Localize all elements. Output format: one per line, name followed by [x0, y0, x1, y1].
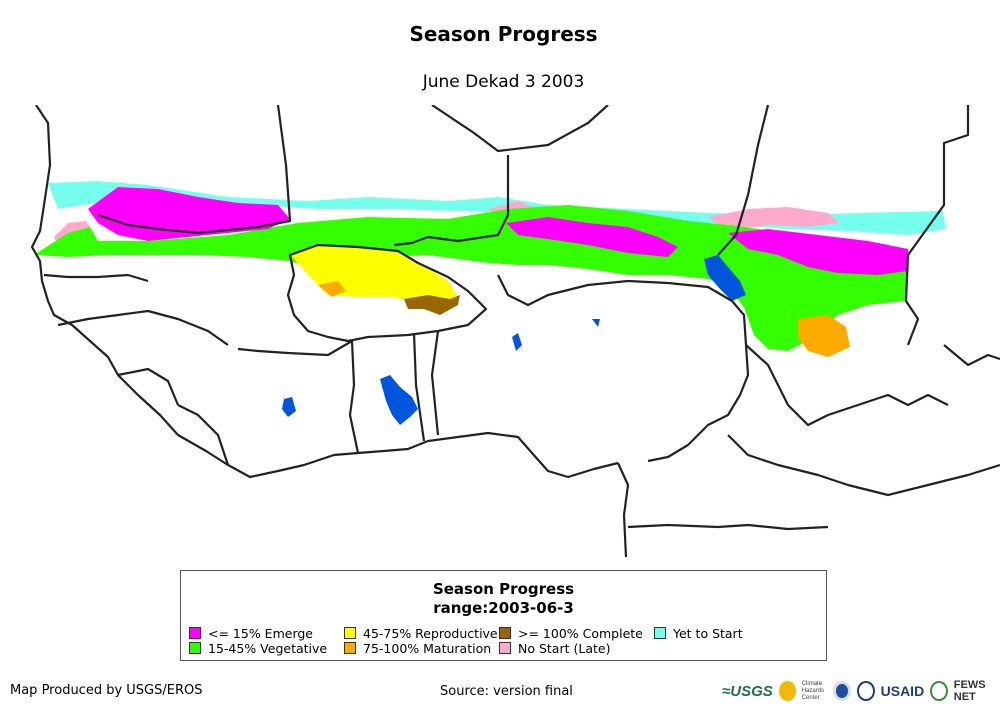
producer-credit: Map Produced by USGS/EROS	[10, 683, 203, 698]
border-togo	[412, 332, 426, 442]
coastline-east	[616, 462, 630, 557]
season-progress-map	[28, 105, 1000, 557]
usaid-logo: USAID	[880, 683, 925, 699]
legend-swatch-yet-to-start	[654, 627, 666, 639]
border-senegal	[43, 273, 149, 283]
coastline-west	[30, 105, 619, 479]
legend-swatch-complete	[499, 627, 511, 639]
legend-swatch-emerge	[189, 627, 201, 639]
fewsnet-globe-icon	[930, 681, 948, 701]
chc-drop-icon	[778, 681, 796, 701]
legend-swatch-maturation	[344, 642, 356, 654]
legend-swatch-reproductive	[344, 627, 356, 639]
complete-zone	[404, 295, 460, 315]
border-central-africa	[727, 434, 1000, 497]
usgs-logo: ≈USGS	[722, 682, 773, 700]
legend-item-no-start: No Start (Late)	[499, 640, 611, 656]
lake-chad	[704, 255, 746, 301]
border-chad-libya	[904, 105, 970, 346]
country-borders	[30, 105, 1000, 557]
legend-label-complete: >= 100% Complete	[518, 625, 643, 641]
legend-label-vegetative: 15-45% Vegetative	[208, 640, 328, 656]
map-subtitle: June Dekad 3 2003	[422, 72, 585, 92]
legend-label-reproductive: 45-75% Reproductive	[363, 625, 498, 641]
maturation-zone-1	[318, 281, 346, 297]
map-title: Season Progress	[409, 22, 598, 46]
legend-item-yet-to-start: Yet to Start	[654, 625, 743, 641]
border-ivory	[237, 340, 353, 357]
legend-item-emerge: <= 15% Emerge	[189, 625, 313, 641]
legend: Season Progress range:2003-06-3 <= 15% E…	[180, 570, 827, 661]
legend-item-maturation: 75-100% Maturation	[344, 640, 492, 656]
lake-volta	[380, 375, 418, 425]
noaa-icon	[833, 681, 852, 701]
lake-kossou	[282, 397, 296, 417]
vegetative-zone	[34, 205, 908, 351]
water-body-1	[512, 333, 522, 351]
border-mauritania-mali	[97, 105, 292, 235]
partner-logos: ≈USGS Climate Hazards Center USAID FEWS …	[722, 678, 1002, 704]
border-guinea	[57, 309, 229, 346]
legend-label-no-start: No Start (Late)	[518, 640, 611, 656]
border-mali-algeria	[431, 105, 609, 153]
chc-logo: Climate Hazards Center	[801, 680, 825, 701]
legend-title: Season Progress	[432, 580, 575, 598]
maturation-zone-2	[798, 315, 850, 357]
no-start-zone-2	[708, 207, 840, 231]
border-gabon	[627, 523, 829, 531]
source-note: Source: version final	[440, 684, 573, 699]
legend-swatch-vegetative	[189, 642, 201, 654]
emerge-zone-east	[728, 229, 908, 275]
water-body-2	[592, 319, 600, 327]
border-liberia	[177, 404, 230, 466]
fewsnet-logo: FEWS NET	[953, 679, 986, 703]
border-niger-chad	[717, 105, 770, 256]
border-cameroon	[745, 344, 949, 427]
legend-label-maturation: 75-100% Maturation	[363, 640, 492, 656]
legend-label-emerge: <= 15% Emerge	[208, 625, 313, 641]
legend-label-yet-to-start: Yet to Start	[673, 625, 743, 641]
border-ghana	[348, 340, 360, 454]
legend-item-reproductive: 45-75% Reproductive	[344, 625, 498, 641]
usaid-seal-icon	[857, 681, 875, 701]
emerge-zone-center	[506, 217, 678, 257]
border-niger	[393, 155, 510, 247]
map-canvas	[30, 105, 1000, 557]
border-benin	[430, 330, 440, 436]
legend-item-complete: >= 100% Complete	[499, 625, 643, 641]
legend-swatch-no-start	[499, 642, 511, 654]
legend-item-vegetative: 15-45% Vegetative	[189, 640, 328, 656]
border-nigeria	[497, 274, 750, 463]
border-chad-sudan	[943, 344, 1000, 367]
border-sierra-leone	[117, 367, 180, 406]
legend-range: range:2003-06-3	[433, 599, 574, 617]
